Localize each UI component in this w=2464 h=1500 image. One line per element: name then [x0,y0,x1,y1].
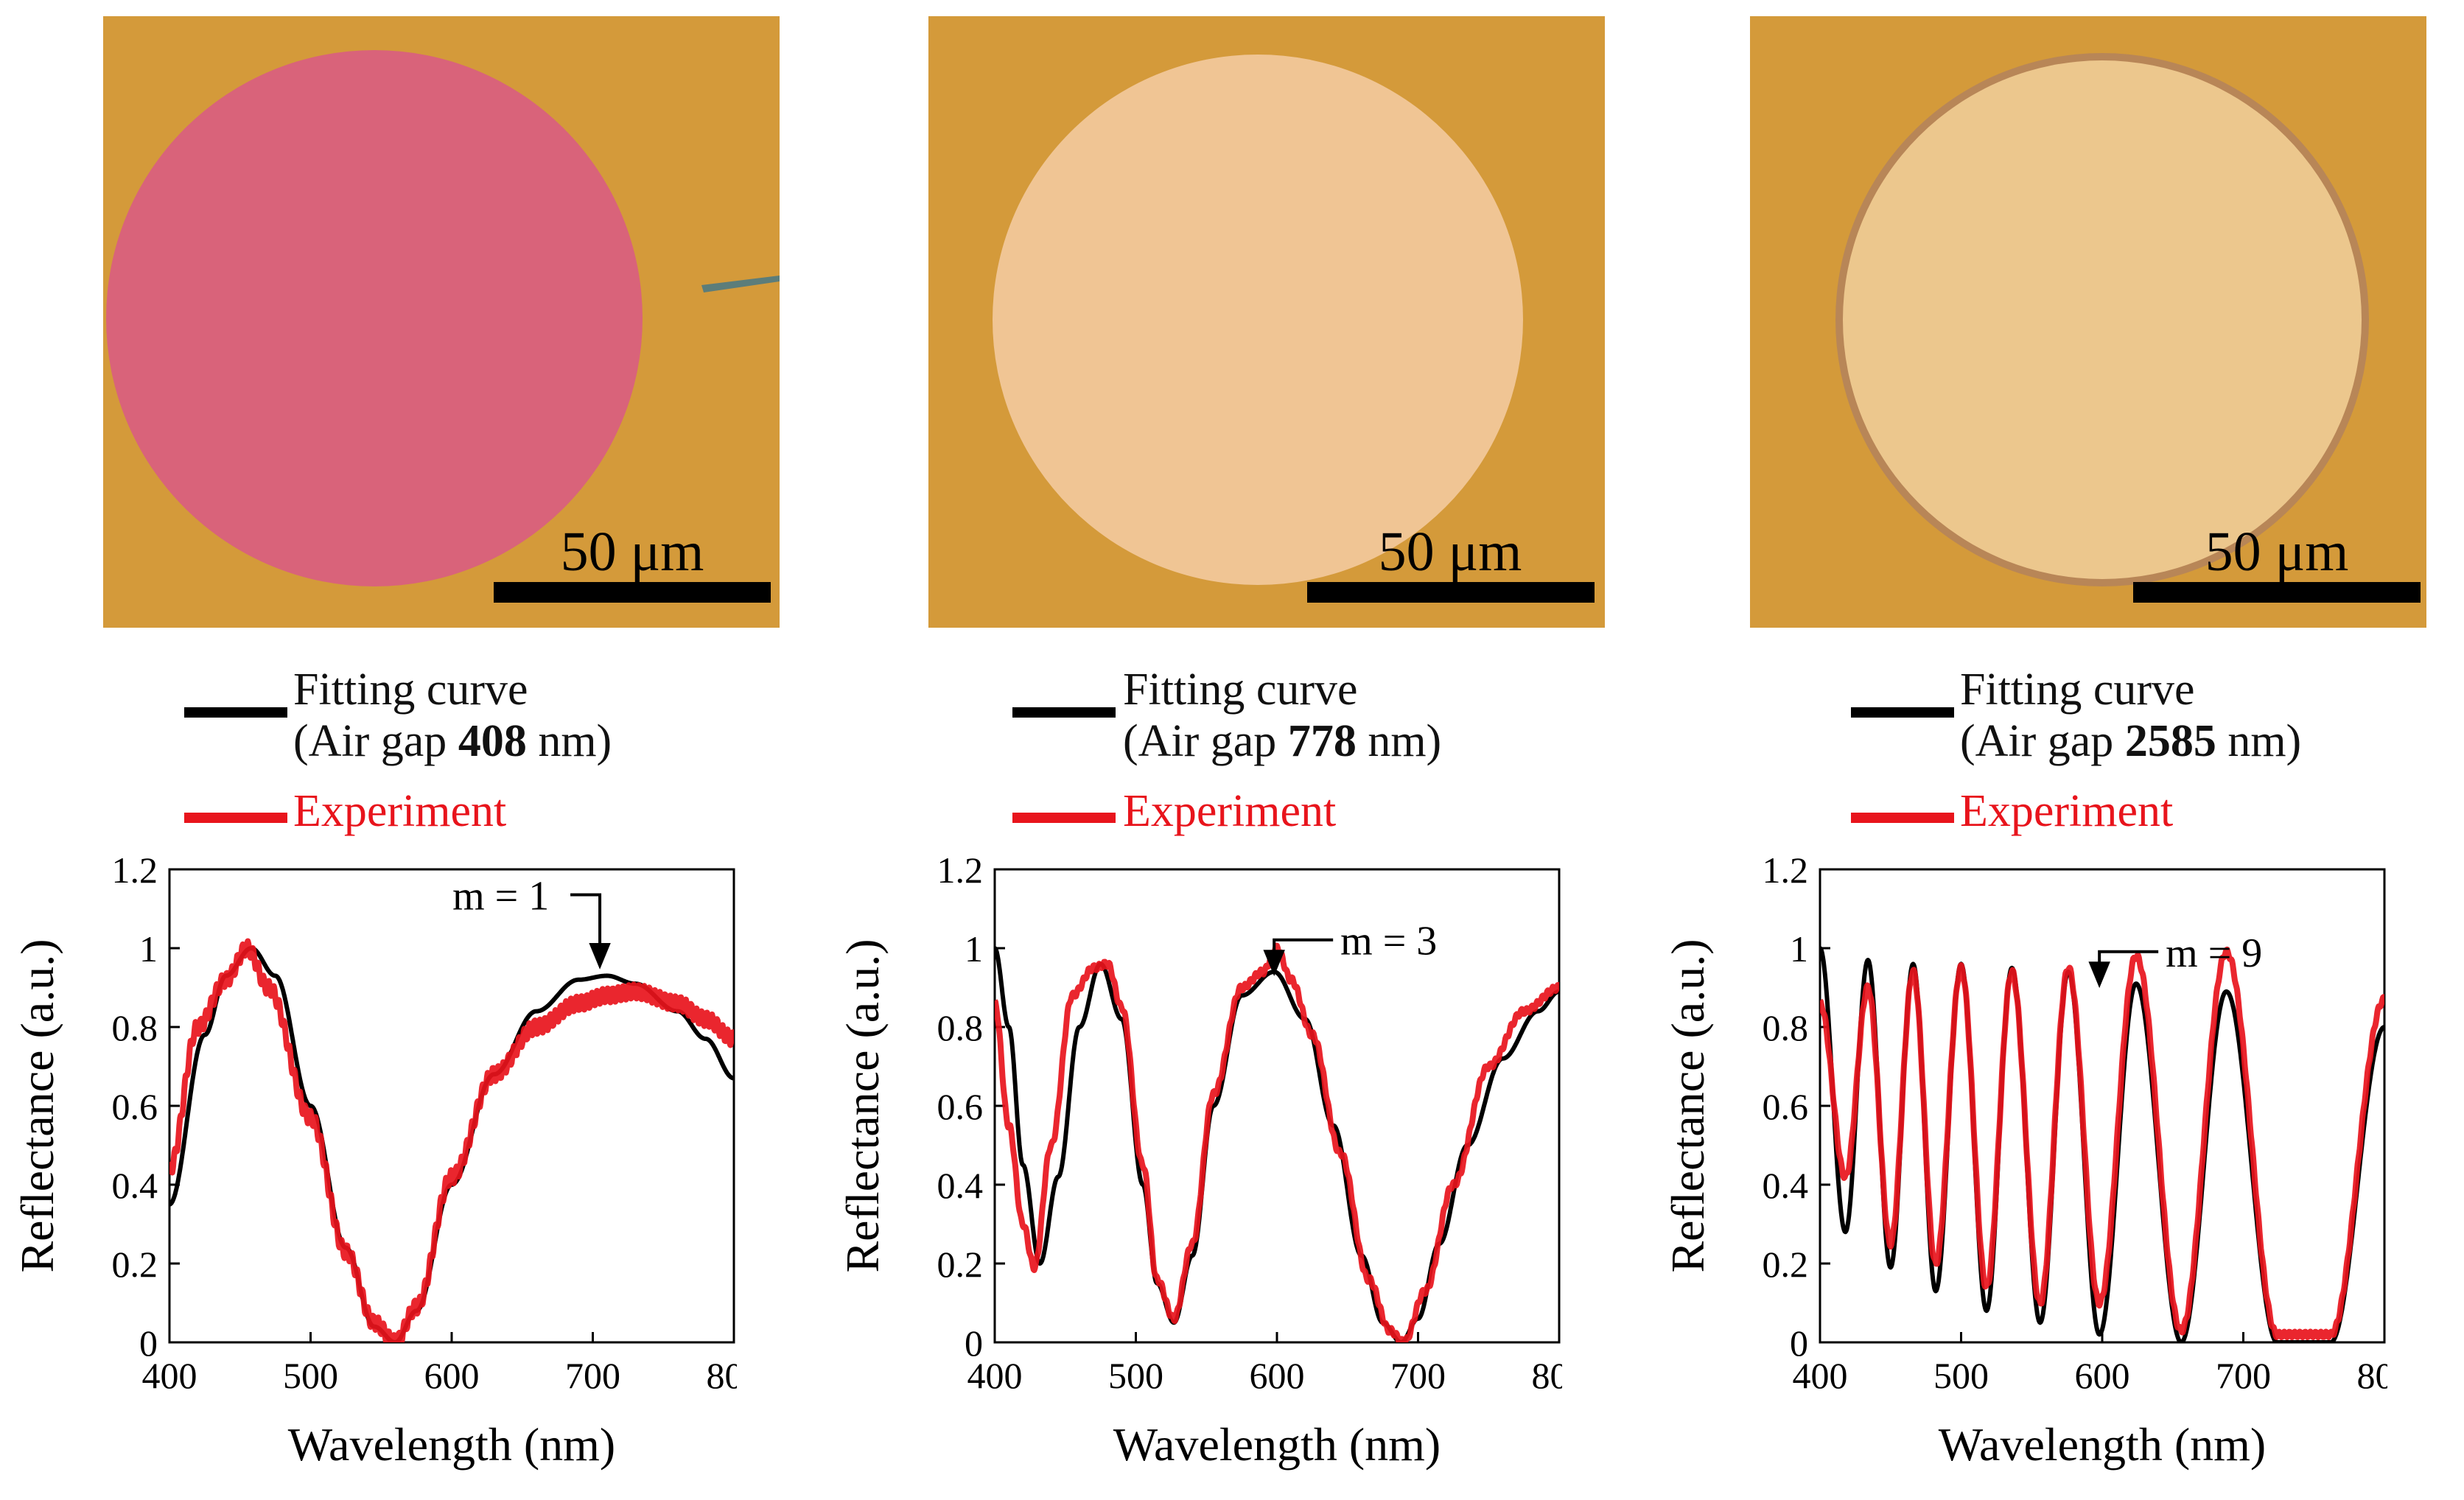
y-tick-label: 1.2 [937,849,984,891]
micrograph-image-2: 50 μm [928,16,1605,628]
micrograph-2: 50 μm [928,16,1605,628]
y-tick-label: 0.2 [1763,1244,1809,1285]
y-tick-label: 0.2 [937,1244,984,1285]
panel-2: 50 μm Fitting curve (Air gap 778 nm) Exp… [825,0,1605,1500]
membrane-pad [1843,60,2362,579]
legend-experiment-label: Experiment [293,786,507,836]
x-tick-label: 600 [1250,1355,1305,1396]
y-axis-label: Reflectance (a.u.) [11,939,63,1272]
chart-3: 0 0.2 0.4 0.6 0.8 1 1.2 400 500 600 700 800 Waveleng… [1662,849,2388,1471]
x-tick-label: 700 [1390,1355,1446,1396]
x-tick-label: 700 [565,1355,620,1396]
x-tick-label: 400 [142,1355,197,1396]
x-tick-label: 600 [424,1355,480,1396]
y-tick-label: 0.8 [112,1007,158,1048]
y-tick-label: 1.2 [112,849,158,891]
y-tick-label: 0.6 [937,1086,984,1127]
experiment-line [995,942,1559,1342]
legend-fit-label: Fitting curve [293,665,528,715]
x-tick-label: 400 [1793,1355,1848,1396]
y-tick-label: 1 [1790,928,1808,970]
micrograph-1: 50 μm [103,16,780,628]
mode-annotation-arrowhead [2088,961,2110,989]
mode-annotation-label: m = 3 [1340,919,1437,964]
mode-annotation-arrowhead [589,942,611,970]
fitting-curve-line [1820,946,2384,1342]
y-tick-label: 0.6 [1763,1086,1809,1127]
legend-experiment-swatch [1851,813,1954,823]
micrograph-image-3: 50 μm [1750,16,2426,628]
x-tick-label: 500 [1108,1355,1163,1396]
mode-annotation-label: m = 1 [452,873,549,919]
y-tick-label: 0 [139,1322,158,1364]
scale-bar-label: 50 μm [561,521,704,583]
micrograph-3: 50 μm [1750,16,2426,628]
y-tick-label: 0.8 [937,1007,984,1048]
panel-1: 50 μm Fitting curve (Air gap 408 nm) Exp… [0,0,780,1500]
legend-1: Fitting curve (Air gap 408 nm) Experimen… [0,648,737,840]
legend-fit-label: Fitting curve [1960,665,2195,715]
legend-experiment-label: Experiment [1960,786,2174,836]
x-tick-label: 400 [967,1355,1023,1396]
chart-1: 0 0.2 0.4 0.6 0.8 1 1.2 400 500 600 700 800 Waveleng… [11,849,738,1471]
x-tick-label: 500 [283,1355,338,1396]
y-tick-label: 1.2 [1763,849,1809,891]
y-tick-label: 1 [965,928,983,970]
mode-annotation-arrowhead [1263,950,1285,977]
y-tick-label: 0.4 [112,1165,158,1206]
y-tick-label: 0.6 [112,1086,158,1127]
x-tick-label: 500 [1933,1355,1989,1396]
x-axis-label: Wavelength (nm) [288,1418,615,1471]
scale-bar [2133,582,2421,603]
y-tick-label: 0.4 [937,1165,984,1206]
membrane-pad [106,50,643,586]
legend-fit-gap: (Air gap 778 nm) [1123,716,1442,766]
micrograph-image-1: 50 μm [103,16,780,628]
legend-fit-gap: (Air gap 2585 nm) [1960,716,2302,766]
legend-fit-label: Fitting curve [1123,665,1358,715]
x-tick-label: 700 [2216,1355,2271,1396]
scale-bar-label: 50 μm [2205,521,2349,583]
scale-bar [494,582,771,603]
x-axis-label: Wavelength (nm) [1939,1418,2266,1471]
y-tick-label: 1 [139,928,158,970]
x-tick-label: 600 [2075,1355,2130,1396]
mode-annotation-arrow [570,893,602,963]
scale-bar-label: 50 μm [1379,521,1522,583]
legend-experiment-label: Experiment [1123,786,1337,836]
x-tick-label: 800 [707,1355,738,1396]
legend-fit-swatch [184,707,287,718]
y-axis-label: Reflectance (a.u.) [1662,939,1714,1272]
legend-3: Fitting curve (Air gap 2585 nm) Experime… [1651,648,2387,840]
x-tick-label: 800 [2357,1355,2388,1396]
y-axis-label: Reflectance (a.u.) [836,939,889,1272]
experiment-line [1820,946,2384,1341]
legend-experiment-swatch [1012,813,1116,823]
legend-experiment-swatch [184,813,287,823]
y-tick-label: 0.8 [1763,1007,1809,1048]
x-tick-label: 800 [1532,1355,1563,1396]
experiment-line [169,938,734,1342]
y-tick-label: 0 [1790,1322,1808,1364]
panel-3: 50 μm Fitting curve (Air gap 2585 nm) Ex… [1651,0,2426,1500]
fitting-curve-line [995,946,1559,1342]
plot-frame [168,868,735,1344]
scale-bar [1307,582,1595,603]
legend-2: Fitting curve (Air gap 778 nm) Experimen… [825,648,1562,840]
membrane-pad [993,55,1523,585]
y-tick-label: 0.4 [1763,1165,1809,1206]
x-axis-label: Wavelength (nm) [1113,1418,1441,1471]
y-tick-label: 0.2 [112,1244,158,1285]
chart-2: 0 0.2 0.4 0.6 0.8 1 1.2 400 500 600 700 800 Waveleng… [836,849,1563,1471]
legend-fit-gap: (Air gap 408 nm) [293,716,612,766]
y-tick-label: 0 [965,1322,983,1364]
mode-annotation-label: m = 9 [2166,931,2262,976]
legend-fit-swatch [1012,707,1116,718]
crack-line [701,276,780,292]
fitting-curve-line [169,946,734,1342]
legend-fit-swatch [1851,707,1954,718]
